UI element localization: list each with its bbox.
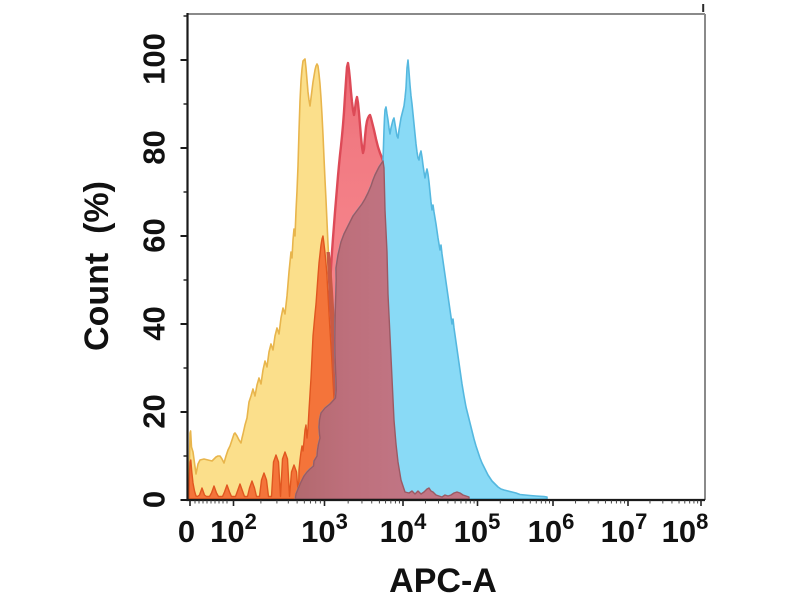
svg-text:APC-A: APC-A [389, 562, 497, 600]
svg-text:0: 0 [178, 514, 195, 549]
svg-text:80: 80 [137, 130, 172, 164]
svg-text:106: 106 [528, 509, 575, 549]
svg-text:108: 108 [662, 509, 709, 549]
svg-text:0: 0 [137, 491, 172, 508]
svg-text:Count (%): Count (%) [78, 181, 116, 351]
svg-text:60: 60 [137, 218, 172, 252]
svg-text:100: 100 [137, 33, 172, 85]
svg-text:40: 40 [137, 306, 172, 340]
svg-text:20: 20 [137, 394, 172, 428]
